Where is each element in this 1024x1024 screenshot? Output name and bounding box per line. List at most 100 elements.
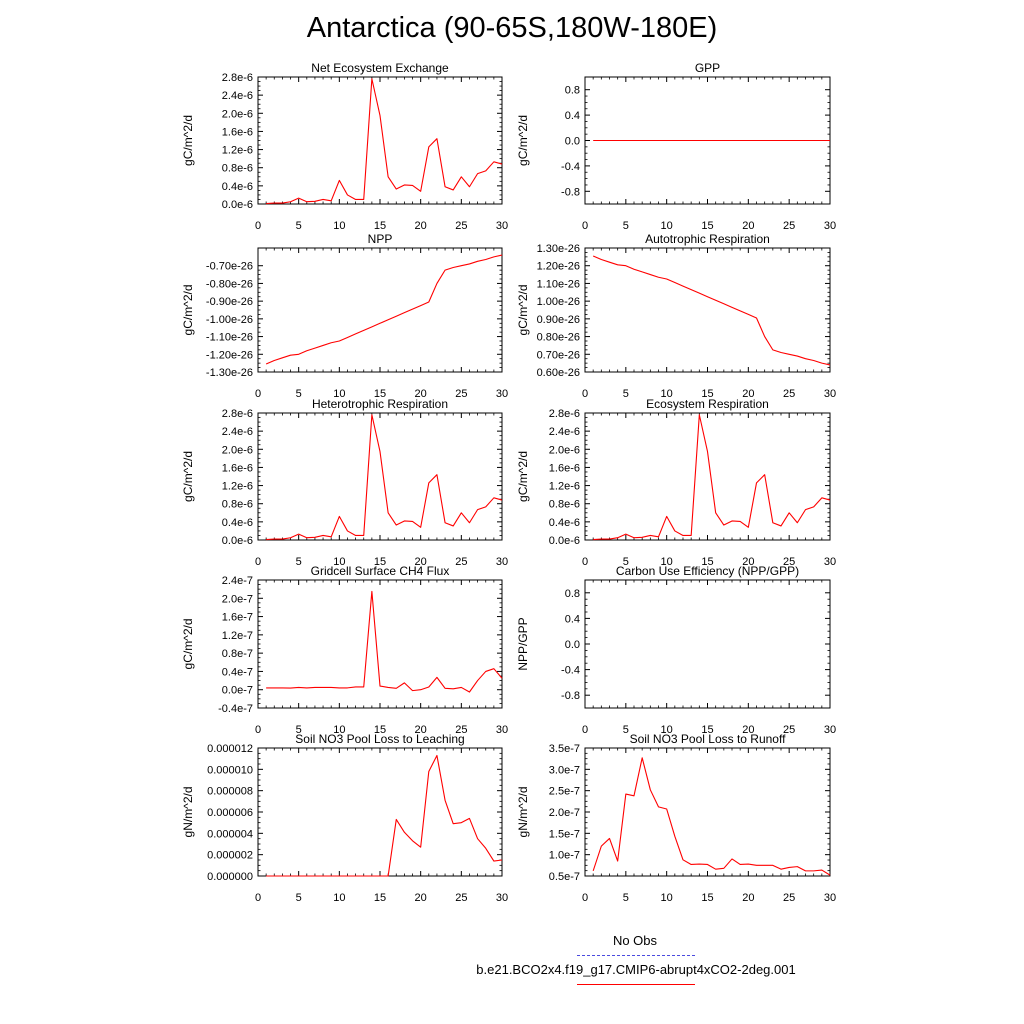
x-tick-label: 30	[824, 724, 836, 736]
y-tick-label: 0.0e-6	[549, 535, 580, 547]
x-tick-label: 15	[701, 220, 713, 232]
x-tick-label: 25	[783, 388, 795, 400]
x-tick-label: 15	[701, 388, 713, 400]
y-tick-label: 2.4e-6	[549, 426, 580, 438]
y-tick-label: 2.8e-6	[549, 408, 580, 420]
plot-frame	[584, 247, 831, 373]
plot-frame	[257, 579, 503, 709]
y-tick-label: 1.2e-7	[222, 630, 253, 642]
x-tick-label: 20	[415, 388, 427, 400]
x-tick-label: 25	[455, 724, 467, 736]
y-axis-label: gC/m^2/d	[516, 285, 530, 336]
y-axis-label: gC/m^2/d	[516, 115, 530, 166]
y-tick-label: -1.20e-26	[206, 349, 253, 361]
y-tick-label: 1.2e-6	[222, 481, 253, 493]
x-tick-label: 15	[701, 724, 713, 736]
y-tick-label: 2.0e-7	[549, 807, 580, 819]
x-tick-label: 20	[415, 556, 427, 568]
y-tick-label: 1.5e-7	[549, 828, 580, 840]
x-tick-label: 10	[333, 556, 345, 568]
y-tick-label: 0.0	[565, 136, 580, 148]
x-tick-label: 30	[496, 556, 508, 568]
x-tick-label: 15	[701, 892, 713, 904]
y-tick-label: 0.4	[565, 110, 580, 122]
x-tick-label: 25	[455, 388, 467, 400]
x-tick-label: 5	[296, 724, 302, 736]
x-tick-label: 15	[374, 556, 386, 568]
y-tick-label: -0.90e-26	[206, 296, 253, 308]
x-tick-label: 0	[582, 388, 588, 400]
x-tick-label: 30	[824, 892, 836, 904]
y-tick-label: 1.30e-26	[537, 243, 580, 255]
x-tick-label: 25	[783, 220, 795, 232]
x-tick-label: 15	[374, 724, 386, 736]
y-tick-label: 2.4e-6	[222, 90, 253, 102]
series-line	[592, 757, 831, 876]
y-tick-label: 1.2e-6	[549, 481, 580, 493]
plot-frame	[257, 747, 503, 877]
y-tick-label: 0.000000	[207, 871, 253, 883]
x-tick-label: 10	[661, 892, 673, 904]
y-tick-label: 0.000004	[207, 828, 253, 840]
y-tick-label: 0.8	[565, 85, 580, 97]
x-tick-label: 10	[333, 388, 345, 400]
chart-panel-5: Heterotrophic Respiration gC/m^2/d 0 5 10 15 2…	[181, 397, 508, 568]
y-tick-label: 0.60e-26	[537, 367, 580, 379]
x-tick-label: 10	[333, 724, 345, 736]
y-tick-label: 0.000008	[207, 786, 253, 798]
x-tick-label: 0	[255, 220, 261, 232]
y-tick-label: 0.4e-6	[222, 181, 253, 193]
y-tick-label: 2.5e-7	[549, 786, 580, 798]
x-tick-label: 25	[783, 892, 795, 904]
y-tick-label: 0.5e-7	[549, 871, 580, 883]
y-tick-label: 1.20e-26	[537, 261, 580, 273]
x-tick-label: 15	[374, 220, 386, 232]
chart-panel-6: Ecosystem Respiration gC/m^2/d 0 5 10 15 20 25 3…	[516, 397, 836, 568]
x-tick-label: 5	[296, 220, 302, 232]
y-tick-label: -1.30e-26	[206, 367, 253, 379]
plot-frame	[584, 412, 831, 541]
x-tick-label: 15	[374, 388, 386, 400]
y-axis-label: gC/m^2/d	[516, 451, 530, 502]
x-tick-label: 5	[296, 892, 302, 904]
x-tick-label: 30	[824, 556, 836, 568]
y-axis-label: gC/m^2/d	[181, 115, 195, 166]
x-tick-label: 30	[824, 388, 836, 400]
series-line	[265, 254, 503, 365]
y-tick-label: 0.4	[565, 613, 580, 625]
y-axis-label: gC/m^2/d	[181, 285, 195, 336]
y-tick-label: 0.000010	[207, 764, 253, 776]
y-tick-label: 2.4e-6	[222, 426, 253, 438]
plot-frame	[257, 247, 503, 373]
x-tick-label: 15	[374, 892, 386, 904]
y-tick-label: 0.8e-6	[222, 499, 253, 511]
panel-title: NPP	[368, 232, 393, 246]
page-title: Antarctica (90-65S,180W-180E)	[306, 12, 718, 44]
x-tick-label: 30	[496, 892, 508, 904]
x-tick-label: 5	[623, 220, 629, 232]
x-tick-label: 5	[296, 556, 302, 568]
y-tick-label: 0.0e-7	[222, 685, 253, 697]
y-tick-label: 0.90e-26	[537, 314, 580, 326]
x-tick-label: 10	[661, 724, 673, 736]
y-tick-label: 2.8e-6	[222, 72, 253, 84]
y-tick-label: 3.0e-7	[549, 764, 580, 776]
series-line	[266, 754, 503, 877]
y-tick-label: 0.4e-6	[222, 517, 253, 529]
x-tick-label: 0	[582, 724, 588, 736]
legend-obs-label: No Obs	[612, 933, 658, 948]
x-tick-label: 5	[623, 556, 629, 568]
y-tick-label: -0.8	[561, 690, 580, 702]
y-tick-label: 1.6e-6	[222, 126, 253, 138]
x-tick-label: 25	[455, 892, 467, 904]
chart-panel-7: Gridcell Surface CH4 Flux gC/m^2/d 0 5 10 15 2…	[181, 564, 508, 736]
y-tick-label: 0.4e-7	[222, 666, 253, 678]
y-tick-label: 0.000006	[207, 807, 253, 819]
x-tick-label: 20	[742, 388, 754, 400]
x-tick-label: 25	[783, 556, 795, 568]
x-tick-label: 20	[415, 220, 427, 232]
x-tick-label: 20	[742, 724, 754, 736]
panel-title: Carbon Use Efficiency (NPP/GPP)	[616, 564, 799, 578]
y-axis-label: gC/m^2/d	[181, 619, 195, 670]
x-tick-label: 30	[824, 220, 836, 232]
